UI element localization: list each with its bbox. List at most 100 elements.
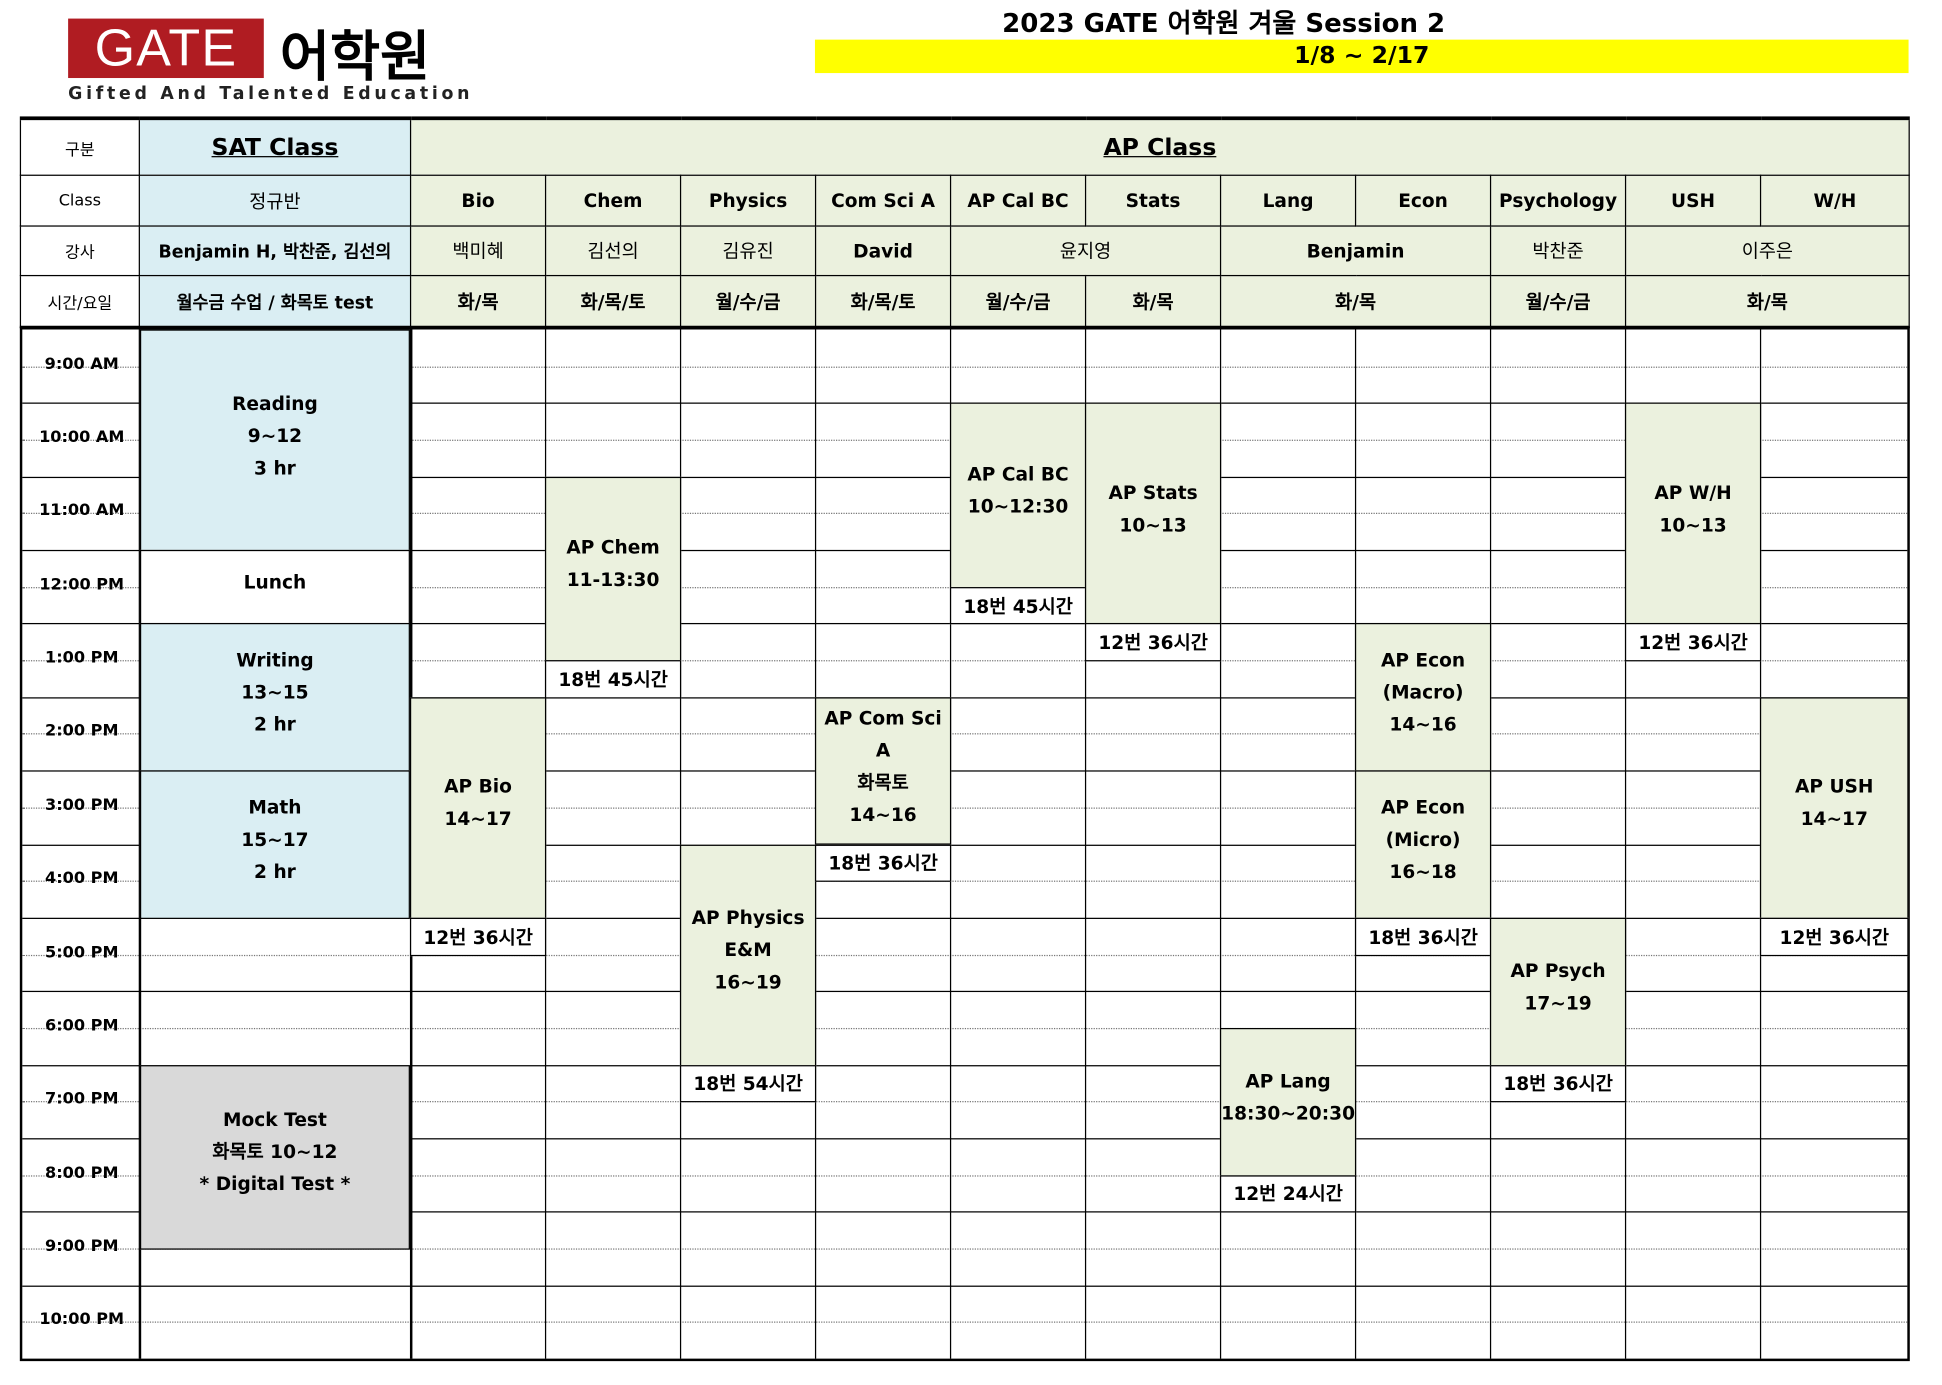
subject: Com Sci A <box>814 174 952 227</box>
row-label: Class <box>19 174 140 227</box>
time-label: 3:00 PM <box>44 796 119 815</box>
time-label: 9:00 PM <box>44 1237 119 1256</box>
sat-group: SAT Class <box>138 116 412 176</box>
time-label: 10:00 AM <box>39 428 125 448</box>
block-text: AP Bio <box>444 775 512 798</box>
hours-note: 12번 36시간 <box>1084 623 1222 662</box>
half-hour-line <box>22 807 1908 809</box>
block-text: 14~17 <box>444 807 512 831</box>
ap-block: AP W/H 10~13 <box>1624 402 1762 625</box>
time-label: 7:00 PM <box>44 1090 119 1109</box>
block-text: 9~12 <box>247 424 303 447</box>
subject: Chem <box>544 174 682 227</box>
days: 화/목/토 <box>544 274 682 329</box>
ap-group: AP Class <box>409 116 1910 176</box>
time-label: 6:00 PM <box>44 1016 119 1036</box>
block-text: AP Physics <box>691 906 805 929</box>
teacher: Benjamin <box>1219 225 1492 277</box>
block-text: 화목토 <box>857 771 909 794</box>
teacher: 김선의 <box>544 225 682 277</box>
block-text: 16~18 <box>1389 860 1457 884</box>
ap-block: AP USH 14~17 <box>1759 697 1909 919</box>
hours-note: 18번 36시간 <box>814 844 952 883</box>
half-hour-line <box>22 1027 1908 1030</box>
block-text: 화목토 10~12 <box>212 1140 338 1164</box>
time-label: 4:00 PM <box>44 869 119 889</box>
days: 월/수/금 <box>679 274 817 329</box>
block-text: E&M <box>724 938 772 962</box>
block-text: 2 hr <box>254 860 296 884</box>
block-text: 17~19 <box>1524 991 1592 1014</box>
row-label: 강사 <box>19 225 140 277</box>
sat-block: Reading 9~12 3 hr <box>139 329 410 552</box>
hours-note: 12번 36시간 <box>1624 623 1762 662</box>
time-label: 9:00 AM <box>44 355 119 374</box>
block-text: 14~16 <box>849 803 917 826</box>
teacher: 박찬준 <box>1489 225 1627 277</box>
row-label: 시간/요일 <box>19 274 140 329</box>
hour-line <box>22 697 1908 699</box>
half-hour-line <box>22 733 1908 736</box>
page-title: 2023 GATE 어학원 겨울 Session 2 <box>1002 8 1446 39</box>
hour-line <box>22 991 1908 993</box>
block-text: AP Psych <box>1510 959 1606 982</box>
hours-note: 18번 54시간 <box>679 1064 817 1103</box>
hour-line <box>22 1138 1908 1140</box>
sat-teacher: Benjamin H, 박찬준, 김선의 <box>138 225 412 277</box>
block-text: * Digital Test * <box>199 1173 351 1196</box>
teacher: David <box>814 225 952 277</box>
block-text: 10~13 <box>1659 513 1727 537</box>
ap-block: AP Bio 14~17 <box>409 697 547 919</box>
ap-block: AP Chem 11-13:30 <box>544 476 682 662</box>
time-label: 5:00 PM <box>44 943 119 962</box>
hour-line <box>22 770 1908 772</box>
block-text: Lunch <box>243 571 307 594</box>
sat-block: Mock Test 화목토 10~12 * Digital Test * <box>139 1064 410 1250</box>
time-label: 11:00 AM <box>39 502 125 521</box>
subject: Econ <box>1354 174 1492 227</box>
days: 월/수/금 <box>1489 274 1627 329</box>
ap-block: AP Psych 17~19 <box>1489 917 1627 1066</box>
subject: W/H <box>1759 174 1910 227</box>
block-text: Math <box>248 796 302 819</box>
teacher: 김유진 <box>679 225 817 277</box>
block-text: AP Com Sci <box>824 706 942 730</box>
block-text: 14~17 <box>1800 807 1868 831</box>
time-label: 10:00 PM <box>39 1310 125 1330</box>
block-text: Writing <box>236 649 314 672</box>
block-text: Mock Test <box>223 1108 327 1132</box>
ap-block: AP Lang 18:30~20:30 <box>1219 1027 1357 1177</box>
block-text: (Micro) <box>1385 828 1461 851</box>
hour-line <box>22 844 1908 846</box>
column-divider <box>1219 329 1222 1359</box>
block-text: AP W/H <box>1654 481 1732 504</box>
column-divider <box>1624 329 1627 1359</box>
hours-note: 18번 36시간 <box>1489 1064 1627 1103</box>
logo-subtitle: Gifted And Talented Education <box>68 84 474 105</box>
block-text: 3 hr <box>254 456 296 479</box>
ap-block: AP Physics E&M 16~19 <box>679 844 817 1066</box>
date-range: 1/8 ~ 2/17 <box>814 39 1909 74</box>
hour-line <box>22 917 1908 919</box>
subject: Stats <box>1084 174 1222 227</box>
half-hour-line <box>22 660 1908 662</box>
days: 월/수/금 <box>949 274 1087 329</box>
schedule-header: 구분 SAT Class AP Class Class 정규반 Bio Chem… <box>19 116 1910 329</box>
half-hour-line <box>22 1174 1908 1177</box>
block-text: AP Econ <box>1380 796 1466 819</box>
subject: AP Cal BC <box>949 174 1087 227</box>
time-label: 2:00 PM <box>44 722 119 742</box>
hours-note: 12번 36시간 <box>409 917 547 956</box>
block-text: (Macro) <box>1382 681 1464 704</box>
logo-text: GATE <box>94 18 238 77</box>
sat-block: Lunch <box>139 549 410 625</box>
logo: GATE <box>68 18 264 79</box>
days: 화/목 <box>1624 274 1910 329</box>
sat-schedule: 월수금 수업 / 화목토 test <box>138 274 412 329</box>
ap-block: AP Cal BC 10~12:30 <box>949 402 1087 588</box>
sat-block: Math 15~17 2 hr <box>139 770 410 919</box>
block-text: 14~16 <box>1389 713 1457 737</box>
half-hour-line <box>22 1101 1908 1103</box>
sat-class: 정규반 <box>138 174 412 227</box>
